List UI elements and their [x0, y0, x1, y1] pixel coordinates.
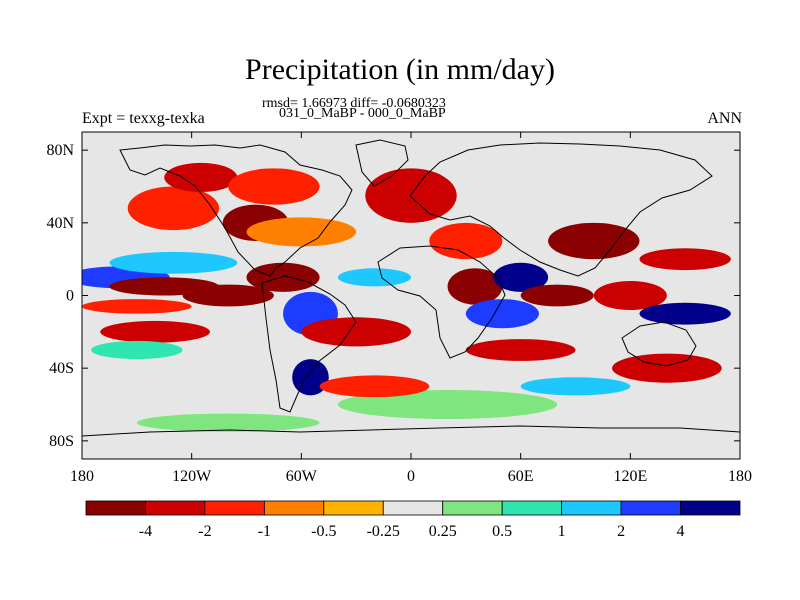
colorbar-label-9: 4	[677, 523, 685, 540]
anomaly-region-7	[127, 186, 220, 231]
colorbar-label-6: 0.5	[492, 523, 512, 540]
colorbar-swatch-6	[442, 500, 503, 516]
colorbar-swatch-2	[204, 500, 265, 516]
colorbar-swatch-5	[382, 500, 444, 516]
x-tick-label-1: 120W	[172, 468, 212, 485]
colorbar-label-7: 1	[558, 523, 566, 540]
colorbar-swatch-9	[620, 500, 681, 516]
anomaly-region-6	[91, 340, 183, 360]
anomaly-region-29	[337, 389, 558, 420]
season-label: ANN	[707, 110, 742, 127]
anomaly-region-16	[337, 268, 412, 287]
anomaly-region-12	[246, 262, 320, 292]
anomaly-region-31	[319, 375, 430, 398]
colorbar-swatch-1	[145, 500, 206, 516]
anomaly-region-23	[465, 339, 576, 361]
anomaly-region-11	[246, 217, 357, 247]
coastline-antarctica	[82, 425, 740, 437]
x-tick-label-6: 180	[728, 468, 752, 485]
anomaly-region-22	[520, 284, 594, 307]
x-tick-label-5: 120E	[613, 468, 647, 485]
colorbar-label-2: -1	[258, 523, 271, 540]
experiment-label: Expt = texxg-texka	[82, 110, 205, 127]
anomaly-region-30	[136, 413, 320, 432]
coastline-australia	[621, 321, 697, 367]
x-tick-label-4: 60E	[508, 468, 534, 485]
coastlines	[82, 139, 740, 437]
anomaly-region-27	[639, 248, 731, 271]
coastline-south-america	[261, 275, 357, 413]
x-tick-label-0: 180	[70, 468, 94, 485]
anomaly-region-9	[228, 168, 320, 205]
colorbar-swatch-4	[323, 500, 384, 516]
anomaly-region-21	[493, 262, 549, 292]
anomaly-region-32	[520, 377, 631, 396]
x-tick-label-2: 60W	[286, 468, 318, 485]
anomaly-region-20	[465, 299, 539, 329]
y-tick-label-2: 0	[66, 288, 74, 305]
y-tick-label-1: 40N	[46, 215, 74, 232]
anomaly-region-5	[100, 320, 210, 343]
anomaly-region-19	[447, 268, 503, 305]
y-tick-label-0: 80N	[46, 142, 74, 159]
y-tick-label-3: 40S	[49, 360, 74, 377]
colorbar-swatch-3	[263, 500, 325, 516]
anomaly-regions	[82, 162, 731, 432]
coastline-eurasia	[409, 142, 713, 277]
anomaly-region-2	[109, 251, 238, 274]
colorbar-label-5: 0.25	[429, 523, 457, 540]
colorbar-label-8: 2	[617, 523, 625, 540]
coastline-north-america	[119, 144, 353, 277]
map-axes: 180 120W 60W 0 60E 120E 180 80N 40N 0 40S 80S	[46, 132, 752, 485]
colorbar-swatch-10	[680, 500, 741, 516]
anomaly-region-8	[164, 162, 238, 192]
anomaly-region-3	[182, 284, 274, 307]
anomaly-region-18	[429, 222, 503, 260]
anomaly-region-25	[593, 280, 667, 311]
colorbar-swatch-0	[85, 500, 146, 516]
chart-title: Precipitation (in mm/day)	[245, 53, 555, 86]
y-tick-label-4: 80S	[49, 433, 74, 450]
colorbar-label-3: -0.5	[311, 523, 336, 540]
coastline-africa	[377, 245, 506, 359]
anomaly-region-17	[365, 168, 457, 223]
colorbar-swatch-7	[501, 500, 563, 516]
anomaly-region-26	[639, 302, 731, 325]
colorbar-label-0: -4	[139, 523, 152, 540]
coastline-greenland	[355, 139, 409, 187]
chart-subtitle: 031_0_MaBP - 000_0_MaBP	[279, 106, 446, 121]
colorbar: -4 -2 -1 -0.5 -0.25 0.25 0.5 1 2 4	[85, 500, 741, 540]
x-tick-label-3: 0	[407, 468, 415, 485]
colorbar-swatch-8	[561, 500, 622, 516]
anomaly-region-24	[548, 222, 640, 260]
anomaly-region-15	[301, 317, 411, 347]
stats-text: rmsd= 1.66973 diff= -0.0680323	[262, 96, 446, 111]
colorbar-label-1: -2	[198, 523, 211, 540]
colorbar-label-4: -0.25	[367, 523, 400, 540]
anomaly-region-4	[82, 299, 192, 314]
anomaly-region-28	[612, 353, 722, 383]
